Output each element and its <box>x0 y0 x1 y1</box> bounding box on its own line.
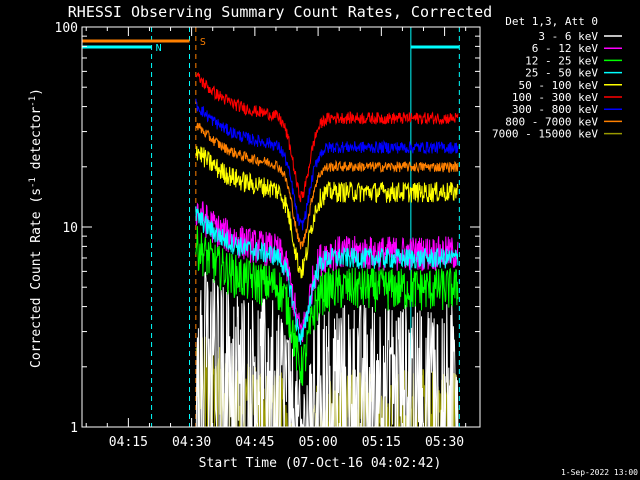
y-tick-label: 1 <box>70 421 78 436</box>
legend-label: 6 - 12 keV <box>532 42 599 55</box>
axes: 1 10 100 04:15 04:30 04:45 05:00 05:15 05:30 <box>55 21 481 450</box>
x-axis-label: Start Time (07-Oct-16 04:02:42) <box>199 456 442 471</box>
legend-label: 50 - 100 keV <box>519 79 599 92</box>
series-line-7 <box>195 98 459 231</box>
legend-label: 3 - 6 keV <box>538 30 598 43</box>
y-tick-label: 10 <box>62 221 78 236</box>
x-tick-label: 05:00 <box>299 435 338 450</box>
x-tick-label: 04:15 <box>109 435 148 450</box>
legend-label: 25 - 50 keV <box>525 67 598 80</box>
legend-header: Det 1,3, Att 0 <box>505 15 598 28</box>
series-line-5 <box>195 146 459 279</box>
footer-timestamp: 1-Sep-2022 13:00 <box>561 468 638 477</box>
legend-label: 100 - 300 keV <box>512 91 598 104</box>
x-tick-label: 05:30 <box>425 435 464 450</box>
y-axis-label: Corrected Count Rate (s-1 detector-1) <box>28 88 44 368</box>
plot-area: NS <box>81 27 460 429</box>
legend-label: 12 - 25 keV <box>525 54 598 67</box>
series-line-3 <box>195 226 459 387</box>
y-tick-label: 100 <box>55 21 78 36</box>
x-tick-label: 05:15 <box>362 435 401 450</box>
series-line-8 <box>195 122 459 250</box>
series-line-6 <box>195 72 459 203</box>
series-line-4 <box>195 206 459 345</box>
chart-title: RHESSI Observing Summary Count Rates, Co… <box>68 3 492 21</box>
x-tick-label: 04:45 <box>235 435 274 450</box>
saa-flag-label: S <box>200 37 206 48</box>
night-flag-label: N <box>156 43 162 54</box>
x-tick-label: 04:30 <box>172 435 211 450</box>
legend-label: 300 - 800 keV <box>512 103 598 116</box>
legend-label: 7000 - 15000 keV <box>492 128 598 141</box>
legend-label: 800 - 7000 keV <box>505 115 598 128</box>
